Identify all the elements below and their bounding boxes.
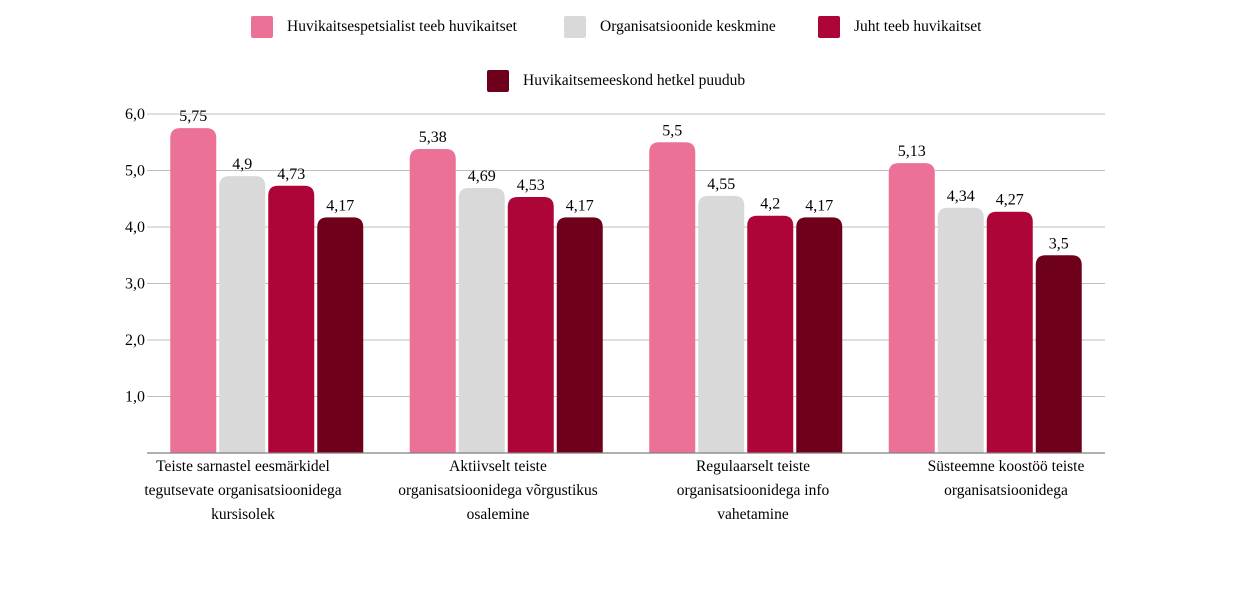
category-label: Aktiivselt teiste organisatsioonidega võ… bbox=[398, 458, 598, 523]
bar bbox=[796, 217, 843, 453]
legend-swatch bbox=[251, 16, 273, 38]
bar bbox=[219, 176, 266, 453]
data-label: 4,27 bbox=[996, 192, 1024, 209]
legend-label: Huvikaitsespetsialist teeb huvikaitset bbox=[287, 18, 517, 35]
y-tick-label: 6,0 bbox=[125, 106, 145, 123]
bar bbox=[937, 207, 984, 453]
data-label: 4,53 bbox=[517, 177, 545, 194]
bar bbox=[1035, 255, 1082, 453]
bar bbox=[556, 217, 603, 453]
data-label: 4,69 bbox=[468, 168, 496, 185]
bar bbox=[458, 188, 505, 453]
bar bbox=[747, 215, 794, 453]
data-label: 4,17 bbox=[566, 197, 594, 214]
data-label: 4,34 bbox=[947, 188, 975, 205]
legend-swatch bbox=[564, 16, 586, 38]
data-label: 4,9 bbox=[232, 156, 252, 173]
legend-item: Organisatsioonide keskmine bbox=[564, 16, 776, 38]
y-tick-label: 1,0 bbox=[125, 389, 145, 406]
y-tick-label: 3,0 bbox=[125, 276, 145, 293]
bar bbox=[986, 211, 1033, 453]
legend-label: Juht teeb huvikaitset bbox=[854, 18, 982, 35]
bar bbox=[888, 163, 935, 453]
bar bbox=[409, 149, 456, 453]
y-tick-label: 2,0 bbox=[125, 332, 145, 349]
data-label: 5,38 bbox=[419, 129, 447, 146]
data-label: 5,75 bbox=[179, 108, 207, 125]
legend-item: Juht teeb huvikaitset bbox=[818, 16, 981, 38]
legend-label: Huvikaitsemeeskond hetkel puudub bbox=[523, 72, 746, 89]
bar bbox=[170, 128, 217, 453]
data-label: 5,13 bbox=[898, 143, 926, 160]
legend-item: Huvikaitsespetsialist teeb huvikaitset bbox=[251, 16, 517, 38]
bar bbox=[698, 195, 745, 454]
data-label: 4,17 bbox=[326, 197, 354, 214]
bar bbox=[507, 197, 554, 453]
data-label: 4,73 bbox=[277, 166, 305, 183]
data-label: 3,5 bbox=[1049, 235, 1069, 252]
data-label: 4,55 bbox=[707, 176, 735, 193]
legend-swatch bbox=[818, 16, 840, 38]
legend-swatch bbox=[487, 70, 509, 92]
bar bbox=[649, 142, 696, 453]
data-label: 4,17 bbox=[805, 197, 833, 214]
y-tick-label: 5,0 bbox=[125, 163, 145, 180]
category-label: Süsteemne koostöö teiste organisatsiooni… bbox=[927, 458, 1085, 499]
category-label: Regulaarselt teiste organisatsioonidega … bbox=[676, 458, 830, 523]
y-tick-label: 4,0 bbox=[125, 219, 145, 236]
category-label: Teiste sarnastel eesmärkidel tegutsevate… bbox=[144, 458, 342, 523]
bar bbox=[317, 217, 364, 453]
legend-item: Huvikaitsemeeskond hetkel puudub bbox=[487, 70, 745, 92]
data-label: 5,5 bbox=[662, 122, 682, 139]
bar bbox=[268, 185, 315, 453]
data-label: 4,2 bbox=[760, 196, 780, 213]
legend-label: Organisatsioonide keskmine bbox=[600, 18, 776, 35]
